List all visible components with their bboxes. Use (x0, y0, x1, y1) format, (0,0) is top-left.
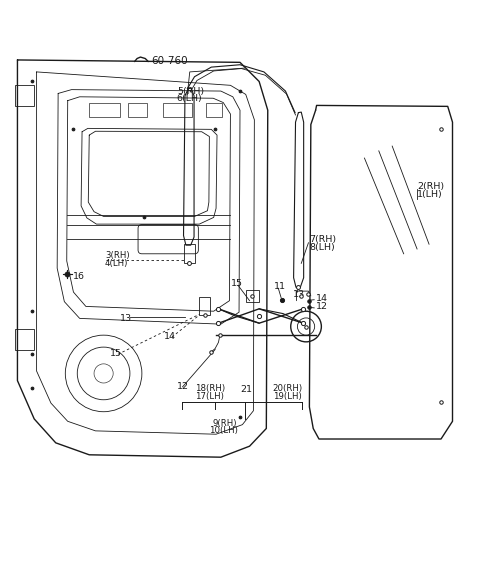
Bar (128, 103, 147, 118)
Text: 21: 21 (240, 385, 252, 394)
Text: 13: 13 (120, 314, 132, 323)
Text: 12: 12 (177, 383, 189, 392)
Text: 11: 11 (274, 282, 286, 291)
Text: 60-760: 60-760 (152, 56, 188, 66)
Text: 15: 15 (110, 349, 122, 358)
Text: 6(LH): 6(LH) (177, 94, 203, 103)
Text: 16: 16 (72, 272, 84, 281)
Text: 7(RH): 7(RH) (310, 235, 336, 244)
Text: 4(LH): 4(LH) (105, 259, 129, 268)
Text: 2(RH): 2(RH) (417, 182, 444, 192)
Text: 14: 14 (163, 332, 175, 341)
Text: 15: 15 (230, 279, 242, 288)
Text: 14: 14 (316, 294, 328, 303)
Bar (199, 297, 210, 315)
Bar (246, 290, 259, 302)
Text: 12: 12 (316, 302, 328, 311)
Text: 3(RH): 3(RH) (105, 251, 130, 260)
Bar (15, 85, 34, 106)
Text: 5(RH): 5(RH) (177, 86, 204, 95)
Text: 8(LH): 8(LH) (310, 242, 335, 251)
Bar (89, 103, 120, 118)
Text: 20(RH): 20(RH) (273, 384, 303, 393)
Text: 18(RH): 18(RH) (194, 384, 225, 393)
Text: 1(LH): 1(LH) (417, 190, 443, 199)
Bar (206, 103, 222, 118)
Text: 10(LH): 10(LH) (209, 427, 238, 436)
Bar (163, 103, 192, 118)
Text: 19(LH): 19(LH) (273, 392, 301, 401)
Text: 17(LH): 17(LH) (194, 392, 223, 401)
Text: 13: 13 (293, 290, 305, 299)
Bar (183, 244, 195, 263)
Text: 9(RH): 9(RH) (213, 419, 237, 428)
Bar (15, 329, 34, 350)
